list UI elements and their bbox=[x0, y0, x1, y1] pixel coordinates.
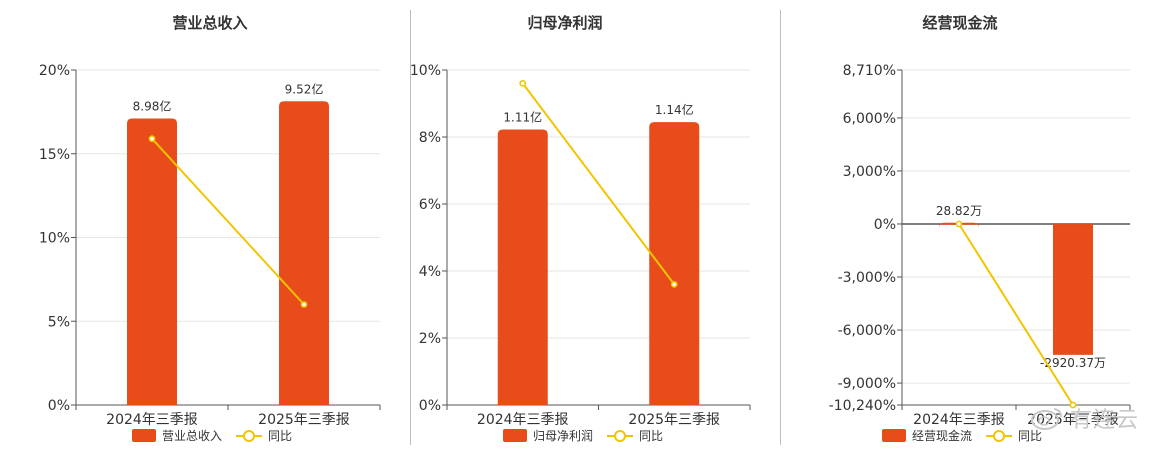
y-tick-label: 8% bbox=[419, 130, 441, 146]
yoy-point bbox=[955, 220, 963, 228]
legend-line-marker bbox=[243, 430, 255, 442]
bar-data-label: 1.14亿 bbox=[655, 102, 694, 117]
x-tick-label: 2025年三季报 bbox=[1027, 412, 1119, 428]
yoy-point bbox=[148, 135, 156, 143]
bar bbox=[939, 222, 979, 228]
panel-divider bbox=[410, 10, 411, 445]
bar-data-label: 9.52亿 bbox=[285, 81, 324, 96]
yoy-point bbox=[300, 301, 308, 308]
watermark-text: 有连云 bbox=[1070, 408, 1140, 433]
chart-revenue: 营业总收入 0% 5% 10% 15% 20% 2024年三季报 2025年三季报 8.98亿 9… bbox=[0, 0, 400, 450]
y-tick-label: -9,000% bbox=[838, 376, 896, 392]
legend-bar-swatch bbox=[132, 429, 156, 442]
bar-data-label: 1.11亿 bbox=[503, 110, 542, 125]
watermark: 有连云 bbox=[1030, 402, 1139, 434]
yoy-line bbox=[958, 223, 1074, 406]
bar bbox=[127, 118, 177, 405]
y-tick-label: 6,000% bbox=[843, 111, 896, 127]
y-tick-label: 0% bbox=[48, 398, 70, 414]
x-tick-label: 2025年三季报 bbox=[628, 412, 720, 428]
y-tick-label: 20% bbox=[39, 63, 70, 79]
legend-line-label: 同比 bbox=[268, 429, 292, 443]
legend-bar-swatch bbox=[503, 429, 527, 442]
y-tick-label: 8,710% bbox=[843, 63, 896, 79]
y-tick-label: -3,000% bbox=[838, 270, 896, 286]
y-tick-label: 6% bbox=[419, 197, 441, 213]
legend-bar-label: 归母净利润 bbox=[533, 429, 593, 443]
yoy-point bbox=[519, 80, 527, 87]
chart-net-profit-svg: 归母净利润 0% 2% 4% 6% 8% 10% 2024年三季报 2025年三季报 1.11亿 1… bbox=[410, 14, 751, 443]
legend-bar-label: 营业总收入 bbox=[162, 429, 222, 443]
bar-data-label: 28.82万 bbox=[936, 204, 982, 218]
x-tick-label: 2024年三季报 bbox=[106, 412, 198, 428]
legend-line-label: 同比 bbox=[639, 429, 663, 443]
chart-cash-flow: 经营现金流 -10,240% -9,000% -6,000% -3,000% 0% 3,00… bbox=[780, 0, 1160, 450]
x-tick-label: 2024年三季报 bbox=[477, 412, 569, 428]
panel-divider bbox=[780, 10, 781, 445]
weibo-logo-icon bbox=[1031, 408, 1062, 430]
y-tick-label: 10% bbox=[39, 231, 70, 247]
bar-data-label: -2920.37万 bbox=[1040, 356, 1106, 370]
chart-title: 经营现金流 bbox=[922, 14, 997, 32]
bar bbox=[1053, 224, 1093, 355]
legend-line-marker bbox=[993, 430, 1005, 442]
y-tick-label: 2% bbox=[419, 331, 441, 347]
y-tick-label: 10% bbox=[410, 63, 441, 79]
bar bbox=[279, 101, 329, 406]
yoy-line bbox=[151, 137, 305, 306]
y-tick-label: 3,000% bbox=[843, 164, 896, 180]
y-tick-label: 5% bbox=[48, 314, 70, 330]
chart-cash-flow-svg: 经营现金流 -10,240% -9,000% -6,000% -3,000% 0% 3,00… bbox=[829, 14, 1131, 443]
bar-data-label: 8.98亿 bbox=[133, 98, 172, 113]
chart-title: 营业总收入 bbox=[172, 14, 247, 32]
chart-revenue-svg: 营业总收入 0% 5% 10% 15% 20% 2024年三季报 2025年三季报 8.98亿 9… bbox=[39, 14, 381, 443]
legend-line-label: 同比 bbox=[1018, 429, 1042, 443]
y-tick-label: 15% bbox=[39, 147, 70, 163]
bar bbox=[649, 122, 700, 405]
x-tick-label: 2024年三季报 bbox=[913, 412, 1005, 428]
yoy-point bbox=[1069, 401, 1077, 409]
y-tick-label: -10,240% bbox=[829, 398, 896, 414]
legend-bar-label: 经营现金流 bbox=[912, 428, 972, 443]
y-tick-label: 4% bbox=[419, 264, 441, 280]
bar bbox=[497, 129, 548, 406]
legend-bar-swatch bbox=[882, 429, 906, 442]
legend-line-marker bbox=[614, 430, 626, 442]
chart-net-profit: 归母净利润 0% 2% 4% 6% 8% 10% 2024年三季报 2025年三季报 1.11亿 1… bbox=[400, 0, 780, 450]
y-tick-label: -6,000% bbox=[838, 323, 896, 339]
yoy-point bbox=[670, 280, 678, 288]
y-tick-label: 0% bbox=[874, 217, 896, 233]
x-tick-label: 2025年三季报 bbox=[258, 412, 350, 428]
chart-title: 归母净利润 bbox=[527, 14, 602, 32]
yoy-line bbox=[521, 82, 676, 286]
y-tick-label: 0% bbox=[419, 398, 441, 414]
